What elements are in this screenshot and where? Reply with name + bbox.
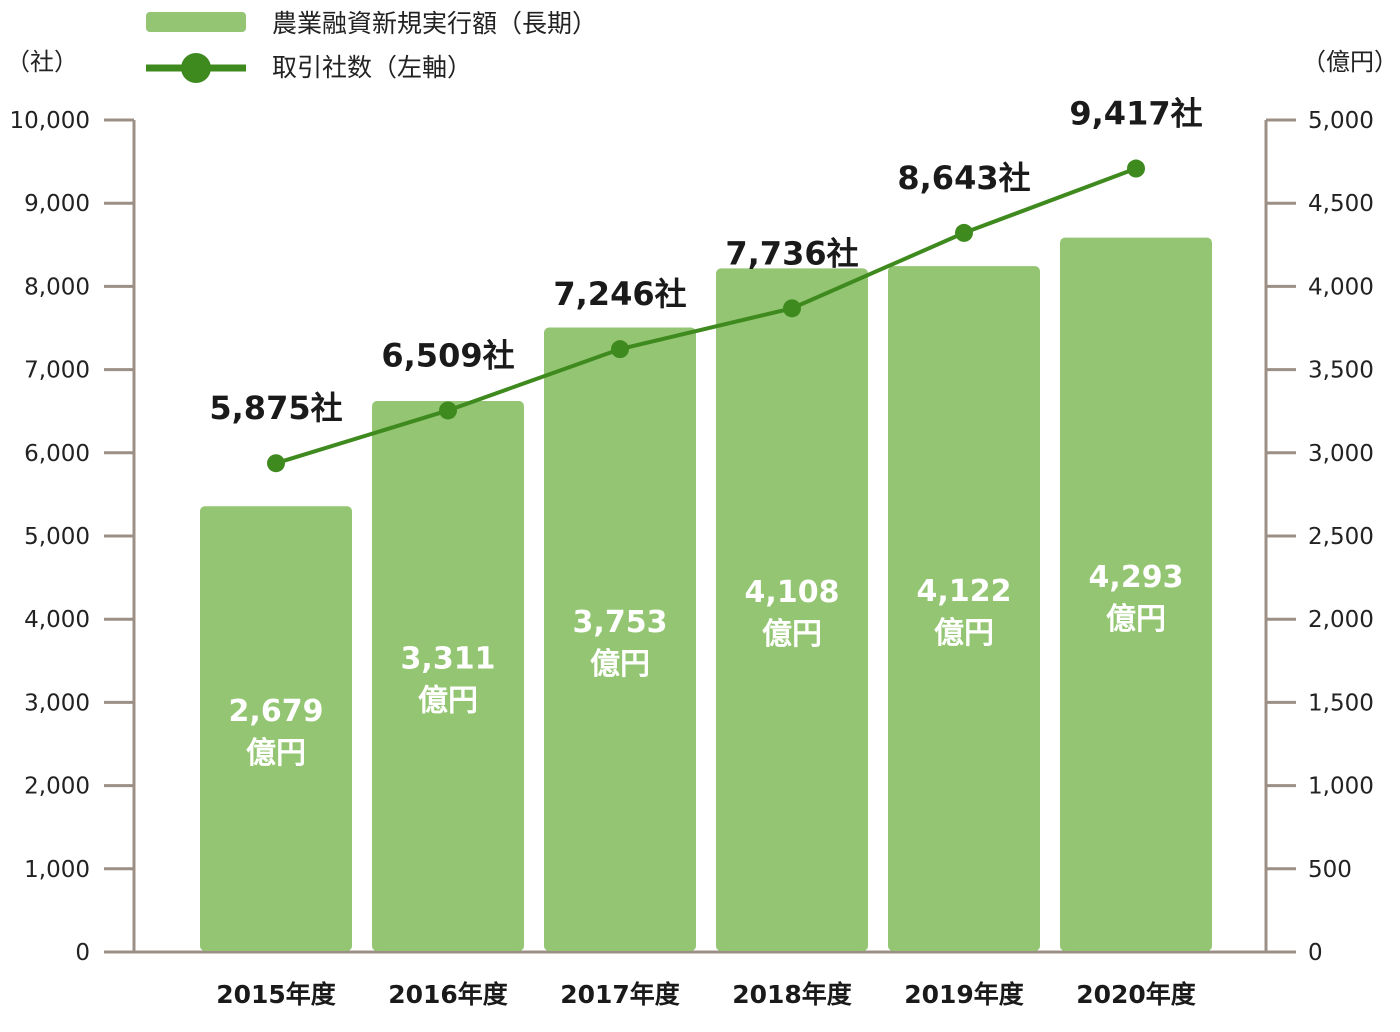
bar <box>888 266 1040 951</box>
bar <box>544 327 696 951</box>
right-tick-label: 4,000 <box>1308 274 1374 300</box>
category-label: 2018年度 <box>732 980 852 1009</box>
category-label: 2020年度 <box>1076 980 1196 1009</box>
category-label: 2019年度 <box>904 980 1024 1009</box>
right-tick-label: 4,500 <box>1308 191 1374 217</box>
left-tick-label: 4,000 <box>24 607 90 633</box>
legend-line-marker <box>181 53 211 83</box>
category-label: 2017年度 <box>560 980 680 1009</box>
right-tick-label: 1,000 <box>1308 774 1374 800</box>
left-tick-label: 3,000 <box>24 690 90 716</box>
bar <box>372 401 524 952</box>
legend: 農業融資新規実行額（長期） 取引社数（左軸） <box>146 9 597 83</box>
line-point <box>1127 159 1145 178</box>
right-tick-label: 3,500 <box>1308 358 1374 384</box>
line-value-label: 5,875社 <box>209 389 342 427</box>
left-tick-label: 8,000 <box>24 274 90 300</box>
bar <box>716 268 868 951</box>
line-point <box>439 401 457 420</box>
left-axis-unit: （社） <box>6 48 78 76</box>
line-value-label: 8,643社 <box>897 159 1030 197</box>
bar-unit-label: 億円 <box>762 617 822 652</box>
bar-unit-label: 億円 <box>934 616 994 651</box>
left-tick-label: 1,000 <box>24 857 90 883</box>
left-tick-label: 7,000 <box>24 358 90 384</box>
category-label: 2015年度 <box>216 980 336 1009</box>
right-tick-label: 0 <box>1308 940 1323 966</box>
line-point <box>267 454 285 473</box>
category-labels: 2015年度 2016年度 2017年度 2018年度 2019年度 2020年度 <box>216 980 1196 1009</box>
line-value-label: 9,417社 <box>1069 95 1202 133</box>
bars: 2,679 億円 3,311 億円 3,753 億円 4,108 億円 4,122 億円 4,293… <box>200 237 1212 952</box>
right-tick-label: 2,000 <box>1308 607 1374 633</box>
bar-unit-label: 億円 <box>1106 602 1166 637</box>
left-tick-label: 2,000 <box>24 774 90 800</box>
line-point <box>955 223 973 242</box>
line-value-label: 7,246社 <box>553 275 686 313</box>
bar-value-label: 3,753 <box>573 605 668 640</box>
line-point <box>783 299 801 318</box>
left-tick-label: 10,000 <box>10 108 90 134</box>
legend-bar-label: 農業融資新規実行額（長期） <box>272 9 597 38</box>
left-tick-label: 0 <box>75 940 90 966</box>
bar-unit-label: 億円 <box>590 647 650 682</box>
right-tick-label: 3,000 <box>1308 441 1374 467</box>
right-tick-label: 2,500 <box>1308 524 1374 550</box>
line-value-label: 6,509社 <box>381 336 514 374</box>
left-tick-label: 6,000 <box>24 441 90 467</box>
right-tick-label: 500 <box>1308 857 1352 883</box>
legend-bar-swatch <box>146 12 246 32</box>
line-point <box>611 340 629 359</box>
bar-value-label: 3,311 <box>401 642 496 677</box>
bar <box>1060 237 1212 952</box>
bar-unit-label: 億円 <box>246 736 306 771</box>
left-tick-label: 5,000 <box>24 524 90 550</box>
bar-value-label: 4,122 <box>917 574 1012 609</box>
right-axis-unit: （億円） <box>1302 48 1398 76</box>
bar <box>200 506 352 951</box>
bar-value-label: 2,679 <box>229 694 324 729</box>
bar-value-label: 4,108 <box>745 575 840 610</box>
right-tick-label: 1,500 <box>1308 690 1374 716</box>
ticks: 0 1,000 2,000 3,000 4,000 5,000 6,000 7,000 8,00… <box>10 108 1374 966</box>
legend-line-label: 取引社数（左軸） <box>272 53 472 82</box>
bar-value-label: 4,293 <box>1089 560 1184 595</box>
left-tick-label: 9,000 <box>24 191 90 217</box>
category-label: 2016年度 <box>388 980 508 1009</box>
line-value-label: 7,736社 <box>725 234 858 272</box>
series-line <box>275 166 1137 466</box>
right-tick-label: 5,000 <box>1308 108 1374 134</box>
bar-unit-label: 億円 <box>418 684 478 719</box>
line-series: 5,875社 6,509社 7,246社 7,736社 8,643社 9,417社 <box>209 95 1203 473</box>
